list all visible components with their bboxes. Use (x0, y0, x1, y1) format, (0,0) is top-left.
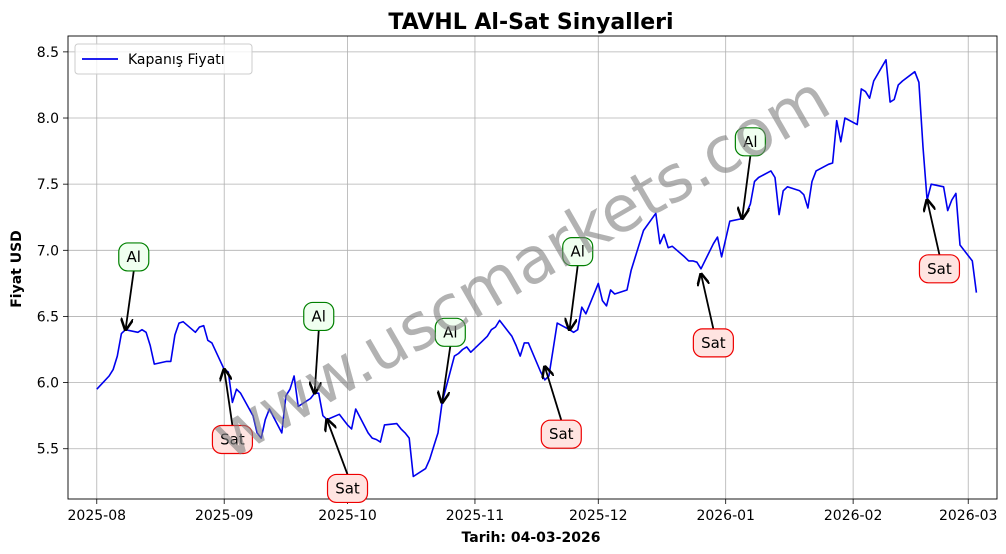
signal-label: Sat (220, 430, 245, 448)
plot-frame (67, 35, 998, 500)
buy-signal: Al (434, 317, 466, 402)
buy-signal: Al (734, 127, 766, 219)
signal-arrow (569, 265, 579, 330)
chart-title: TAVHL Al-Sat Sinyalleri (388, 10, 673, 35)
sell-signal: Sat (540, 367, 582, 449)
sell-signal: Sat (692, 274, 734, 358)
annotations: Al Sat Al Sat Al Sat Al Sat Al Sat (118, 127, 961, 504)
signal-arrow (742, 155, 752, 219)
series-layer (96, 58, 978, 478)
sell-signal: Sat (918, 200, 961, 284)
y-tick-label: 7.0 (37, 243, 59, 259)
x-axis-label: Tarih: 04-03-2026 (462, 530, 601, 546)
y-tick-label: 5.5 (37, 442, 59, 458)
y-tick-label: 8.0 (37, 111, 59, 127)
x-tick-label: 2025-09 (195, 508, 254, 524)
y-tick-label: 7.5 (37, 177, 59, 193)
signal-arrow (224, 369, 234, 426)
y-tick-label: 6.0 (37, 376, 59, 392)
signal-label: Sat (701, 334, 726, 352)
legend-frame (74, 43, 253, 75)
signal-box (303, 301, 335, 332)
signal-arrow (327, 420, 349, 475)
signal-box (692, 328, 734, 358)
axes (63, 35, 998, 504)
sell-signal: Sat (211, 369, 254, 455)
signal-arrow (927, 200, 941, 256)
x-tick-label: 2026-02 (824, 508, 883, 524)
signal-label: Al (743, 133, 757, 151)
signal-arrow (315, 330, 319, 393)
signal-box (118, 242, 150, 272)
signal-box (918, 254, 961, 284)
signal-box (562, 237, 594, 267)
y-tick-label: 8.5 (37, 45, 59, 61)
buy-signal: Al (118, 242, 150, 330)
grid (68, 36, 997, 499)
x-tick-label: 2026-01 (696, 508, 755, 524)
signal-box (734, 127, 766, 157)
legend-label: Kapanış Fiyatı (128, 52, 225, 68)
signal-label: Sat (549, 425, 574, 443)
x-tick-label: 2025-11 (446, 508, 505, 524)
signal-box (326, 473, 369, 504)
watermark: www.uscmarkets.com (201, 61, 843, 474)
y-tick-label: 6.5 (37, 309, 59, 325)
signal-label: Al (443, 323, 457, 341)
legend: Kapanış Fiyatı (74, 43, 253, 75)
buy-signal: Al (562, 237, 594, 330)
signal-box (434, 317, 466, 347)
signal-label: Sat (335, 479, 360, 497)
signal-label: Sat (927, 260, 952, 278)
signal-box (211, 424, 254, 455)
x-tick-label: 2026-03 (939, 508, 998, 524)
signal-arrow (545, 367, 563, 421)
price-line (96, 58, 978, 478)
x-tick-label: 2025-10 (318, 508, 377, 524)
sell-signal: Sat (326, 420, 369, 504)
x-tick-label: 2025-12 (569, 508, 628, 524)
signal-arrow (701, 274, 715, 330)
signal-label: Al (312, 307, 326, 325)
buy-signal: Al (303, 301, 335, 393)
signal-box (540, 419, 582, 449)
signal-label: Al (570, 243, 584, 261)
tick-labels: 2025-08 2025-09 2025-10 2025-11 2025-12 2026-… (37, 45, 998, 524)
y-axis-label: Fiyat USD (9, 230, 25, 308)
x-tick-label: 2025-08 (68, 508, 127, 524)
signal-arrow (442, 346, 452, 402)
signal-label: Al (127, 248, 141, 266)
signal-arrow (126, 270, 135, 330)
